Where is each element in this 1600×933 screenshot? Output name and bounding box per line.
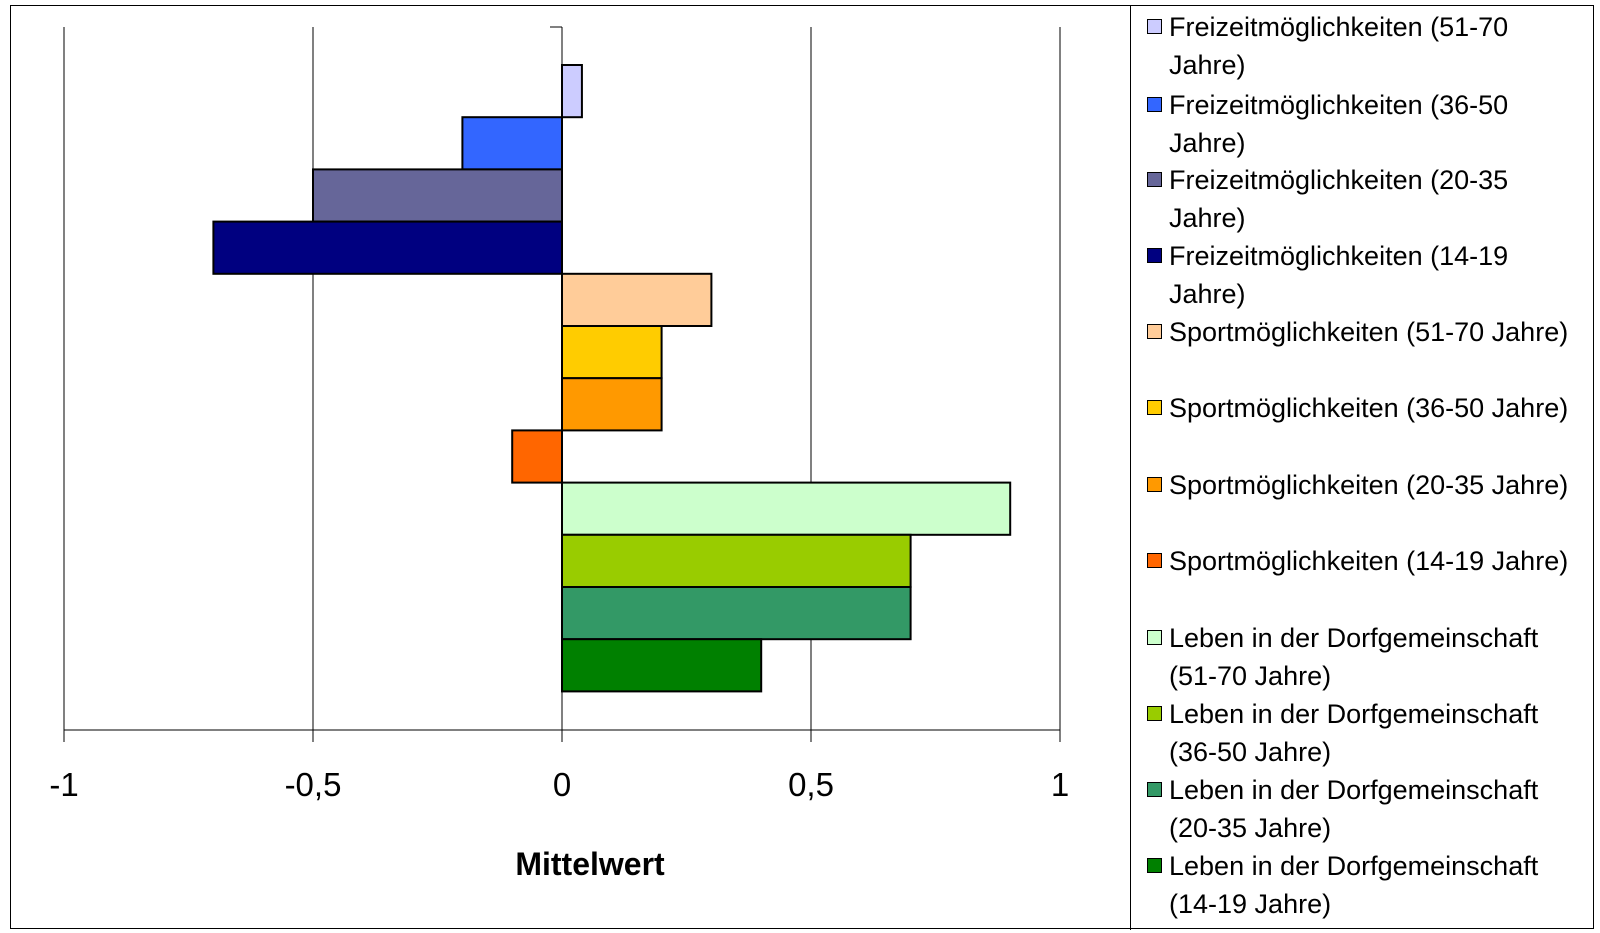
legend-swatch bbox=[1147, 553, 1162, 568]
legend-label-continued: (51-70 Jahre) bbox=[1169, 661, 1332, 691]
legend-item: Sportmöglichkeiten (51-70 Jahre) bbox=[1147, 313, 1587, 351]
x-tick-label: -0,5 bbox=[285, 766, 342, 803]
legend-swatch bbox=[1147, 400, 1162, 415]
legend-swatch bbox=[1147, 172, 1162, 187]
bar bbox=[212, 220, 563, 275]
legend-swatch bbox=[1147, 248, 1162, 263]
legend-item: Leben in der Dorfgemeinschaft (14-19 Jahr… bbox=[1147, 847, 1587, 923]
legend-label: Leben in der Dorfgemeinschaft bbox=[1169, 623, 1539, 653]
legend-label-continued: (14-19 Jahre) bbox=[1169, 889, 1332, 919]
chart-legend: Freizeitmöglichkeiten (51-70 Jahre) Freize… bbox=[1130, 6, 1599, 930]
bar bbox=[561, 481, 1012, 536]
legend-label: Leben in der Dorfgemeinschaft bbox=[1169, 699, 1539, 729]
bar bbox=[561, 638, 763, 693]
legend-swatch bbox=[1147, 97, 1162, 112]
legend-label-continued: (20-35 Jahre) bbox=[1169, 813, 1332, 843]
legend-label: Sportmöglichkeiten (20-35 Jahre) bbox=[1169, 470, 1569, 500]
legend-item: Freizeitmöglichkeiten (51-70 Jahre) bbox=[1147, 8, 1587, 84]
legend-swatch bbox=[1147, 477, 1162, 492]
legend-item: Sportmöglichkeiten (14-19 Jahre) bbox=[1147, 542, 1587, 580]
chart-plot-area: -1 -0,5 0 0,5 1 bbox=[49, 26, 1069, 803]
legend-label: Sportmöglichkeiten (14-19 Jahre) bbox=[1169, 546, 1569, 576]
legend-swatch bbox=[1147, 706, 1162, 721]
legend-label: Freizeitmöglichkeiten (51-70 bbox=[1169, 12, 1509, 42]
legend-item: Freizeitmöglichkeiten (14-19 Jahre) bbox=[1147, 237, 1587, 313]
legend-label: Sportmöglichkeiten (51-70 Jahre) bbox=[1169, 317, 1569, 347]
legend-label: Freizeitmöglichkeiten (36-50 bbox=[1169, 90, 1509, 120]
legend-item: Freizeitmöglichkeiten (36-50 Jahre) bbox=[1147, 86, 1587, 162]
legend-swatch bbox=[1147, 782, 1162, 797]
legend-swatch bbox=[1147, 858, 1162, 873]
legend-swatch bbox=[1147, 324, 1162, 339]
legend-label: Freizeitmöglichkeiten (14-19 bbox=[1169, 241, 1509, 271]
bar bbox=[461, 116, 563, 171]
legend-label: Sportmöglichkeiten (36-50 Jahre) bbox=[1169, 393, 1569, 423]
legend-label: Leben in der Dorfgemeinschaft bbox=[1169, 775, 1539, 805]
bar bbox=[561, 272, 713, 327]
bar bbox=[312, 168, 563, 223]
legend-item: Leben in der Dorfgemeinschaft (51-70 Jahr… bbox=[1147, 619, 1587, 695]
legend-label-continued: Jahre) bbox=[1169, 279, 1246, 309]
legend-item: Leben in der Dorfgemeinschaft (36-50 Jahr… bbox=[1147, 695, 1587, 771]
bar bbox=[511, 429, 564, 484]
bar bbox=[561, 586, 912, 641]
legend-label-continued: Jahre) bbox=[1169, 128, 1246, 158]
legend-swatch bbox=[1147, 19, 1162, 34]
chart-frame bbox=[10, 5, 1594, 929]
legend-label-continued: Jahre) bbox=[1169, 203, 1246, 233]
bar bbox=[561, 377, 663, 432]
legend-swatch bbox=[1147, 630, 1162, 645]
legend-item: Leben in der Dorfgemeinschaft (20-35 Jahr… bbox=[1147, 771, 1587, 847]
legend-label: Leben in der Dorfgemeinschaft bbox=[1169, 851, 1539, 881]
x-axis-title: Mittelwert bbox=[515, 846, 665, 882]
legend-label-continued: Jahre) bbox=[1169, 50, 1246, 80]
x-tick-label: 0 bbox=[553, 766, 571, 803]
x-tick-label: -1 bbox=[49, 766, 78, 803]
legend-label: Freizeitmöglichkeiten (20-35 bbox=[1169, 165, 1509, 195]
bar bbox=[561, 325, 663, 380]
bar bbox=[561, 533, 912, 588]
legend-item: Sportmöglichkeiten (20-35 Jahre) bbox=[1147, 466, 1587, 504]
x-tick-label: 1 bbox=[1051, 766, 1069, 803]
legend-label-continued: (36-50 Jahre) bbox=[1169, 737, 1332, 767]
bar bbox=[561, 64, 583, 119]
legend-item: Sportmöglichkeiten (36-50 Jahre) bbox=[1147, 389, 1587, 427]
x-tick-label: 0,5 bbox=[788, 766, 834, 803]
legend-item: Freizeitmöglichkeiten (20-35 Jahre) bbox=[1147, 161, 1587, 237]
